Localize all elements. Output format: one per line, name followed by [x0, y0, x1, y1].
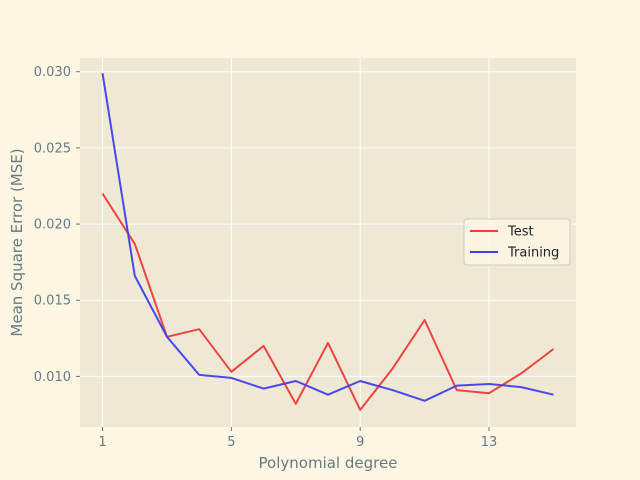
data-point-test: [102, 193, 104, 195]
data-point-training: [359, 380, 361, 382]
legend-label-test: Test: [507, 225, 534, 240]
x-tick-label: 9: [356, 435, 364, 450]
data-point-test: [134, 243, 136, 245]
data-point-test: [520, 372, 522, 374]
x-tick-label: 13: [481, 435, 498, 450]
data-point-test: [230, 371, 232, 373]
x-axis-label: Polynomial degree: [259, 454, 398, 472]
legend: Test Training: [463, 218, 571, 266]
data-point-test: [424, 319, 426, 321]
y-tick-labels: 0.010 0.015 0.020 0.025 0.030: [34, 65, 80, 385]
data-point-test: [295, 403, 297, 405]
data-point-test: [392, 368, 394, 370]
legend-label-training: Training: [507, 246, 559, 261]
data-point-training: [392, 389, 394, 391]
data-point-training: [456, 385, 458, 387]
data-point-test: [456, 389, 458, 391]
data-point-training: [134, 275, 136, 277]
data-point-training: [424, 400, 426, 402]
series-line-test: [101, 193, 555, 411]
y-tick-label: 0.030: [34, 65, 71, 80]
data-point-test: [327, 342, 329, 344]
series-line-training: [101, 73, 554, 402]
y-tick-label: 0.020: [34, 218, 71, 233]
data-point-test: [198, 328, 200, 330]
data-point-training: [327, 394, 329, 396]
data-point-training: [198, 374, 200, 376]
data-point-test: [263, 345, 265, 347]
data-point-test: [553, 348, 555, 350]
x-tick-label: 1: [98, 435, 106, 450]
y-axis-label: Mean Square Error (MSE): [8, 148, 26, 336]
y-tick-label: 0.015: [34, 294, 71, 309]
data-point-training: [102, 72, 104, 74]
y-tick-label: 0.010: [34, 370, 71, 385]
data-point-training: [553, 394, 555, 396]
x-tick-labels: 1 5 9 13: [98, 427, 497, 450]
data-point-training: [520, 386, 522, 388]
data-point-training: [263, 388, 265, 390]
series-lines: [101, 72, 555, 411]
data-point-training: [166, 336, 168, 338]
data-point-test: [488, 392, 490, 394]
x-tick-label: 5: [227, 435, 235, 450]
y-tick-label: 0.025: [34, 141, 71, 156]
data-point-training: [295, 380, 297, 382]
data-point-training: [230, 377, 232, 379]
data-point-test: [359, 409, 361, 411]
data-point-training: [488, 383, 490, 385]
